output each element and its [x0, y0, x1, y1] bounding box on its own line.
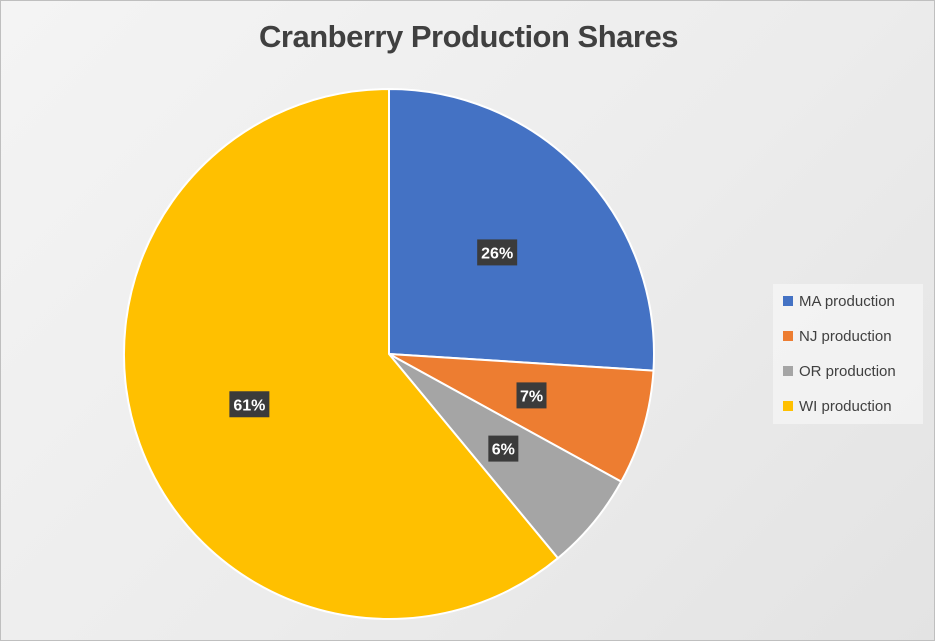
- legend-item-ma: MA production: [783, 291, 895, 311]
- data-label-text-ma: 26%: [481, 245, 513, 262]
- data-label-ma: 26%: [477, 239, 518, 266]
- chart-title: Cranberry Production Shares: [259, 19, 678, 54]
- legend-swatch-wi: [783, 401, 793, 411]
- data-label-text-nj: 7%: [520, 388, 543, 405]
- legend-label-wi: WI production: [799, 397, 892, 415]
- legend-label-or: OR production: [799, 362, 896, 380]
- legend-item-wi: WI production: [783, 396, 892, 416]
- data-label-box-or: [488, 435, 519, 462]
- legend-item-or: OR production: [783, 361, 896, 381]
- data-label-box-nj: [516, 382, 547, 409]
- data-label-text-or: 6%: [492, 442, 515, 459]
- legend-item-nj: NJ production: [783, 326, 892, 346]
- legend-swatch-ma: [783, 296, 793, 306]
- legend-label-ma: MA production: [799, 292, 895, 310]
- pie-slice-wi: [123, 87, 560, 620]
- legend-swatch-or: [783, 366, 793, 376]
- data-label-box-wi: [229, 391, 270, 418]
- data-label-box-ma: [477, 239, 518, 266]
- pie-slice-nj: [388, 353, 655, 484]
- data-label-text-wi: 61%: [233, 397, 265, 414]
- data-label-or: 6%: [488, 435, 519, 462]
- legend-label-nj: NJ production: [799, 327, 892, 345]
- data-label-nj: 7%: [516, 382, 547, 409]
- pie-slice-ma: [388, 87, 655, 372]
- legend: MA production NJ production OR productio…: [773, 284, 923, 424]
- data-label-wi: 61%: [229, 391, 270, 418]
- legend-swatch-nj: [783, 331, 793, 341]
